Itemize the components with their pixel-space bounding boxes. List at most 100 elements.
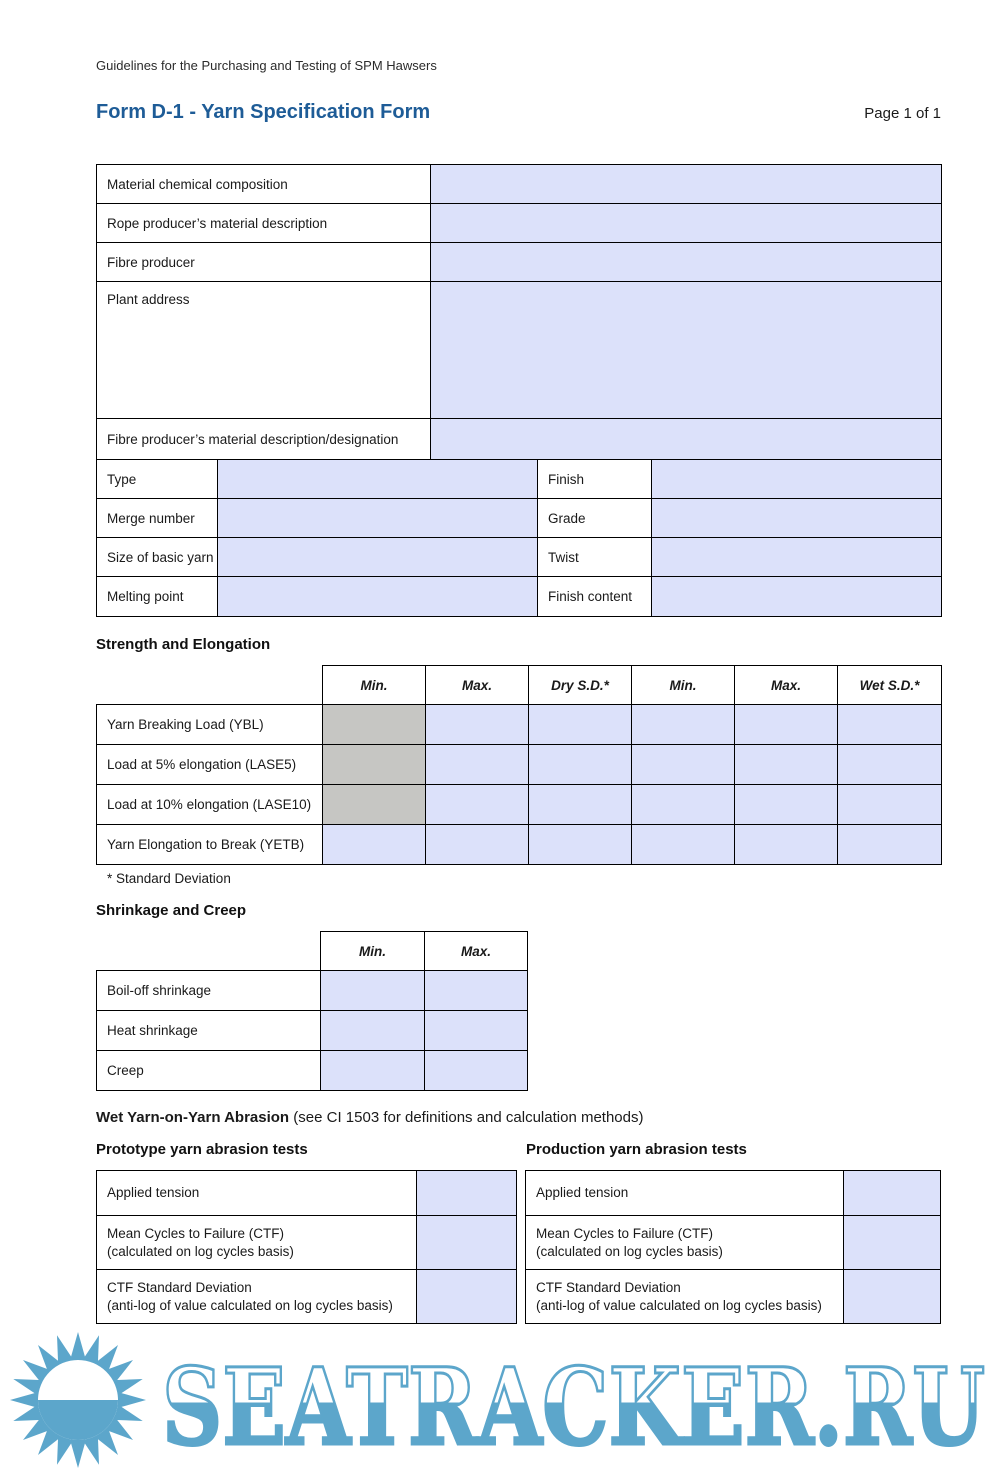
abrasion-heading-bold: Wet Yarn-on-Yarn Abrasion [96, 1109, 290, 1126]
field-finish-content[interactable] [651, 576, 943, 617]
strength-input-cell[interactable] [425, 824, 529, 865]
strength-input-cell[interactable] [734, 704, 838, 745]
strength-input-cell[interactable] [322, 824, 426, 865]
production-tests-heading: Production yarn abrasion tests [526, 1141, 747, 1158]
strength-header-spacer [97, 666, 323, 705]
strength-input-cell[interactable] [528, 704, 632, 745]
row-label-boil-off-shrinkage: Boil-off shrinkage [96, 970, 321, 1011]
abrasion-section-heading: Wet Yarn-on-Yarn Abrasion (see CI 1503 f… [96, 1109, 941, 1126]
seatracker-watermark: SEATRACKER.RU [10, 1332, 987, 1471]
strength-input-cell[interactable] [837, 784, 942, 825]
row-label-lase10: Load at 10% elongation (LASE10) [96, 784, 323, 825]
strength-section-heading: Strength and Elongation [96, 636, 271, 653]
strength-input-cell[interactable] [837, 704, 942, 745]
row-label-mean-cycles-to-failure: Mean Cycles to Failure (CTF) (calculated … [96, 1215, 417, 1270]
row-label-finish: Finish [537, 459, 653, 499]
shrinkage-input-cell[interactable] [424, 970, 528, 1011]
shrinkage-input-cell[interactable] [424, 1050, 528, 1091]
strength-table: Min. Max. Dry S.D.* Min. Max. Wet S.D.* … [96, 665, 942, 865]
field-finish[interactable] [651, 459, 943, 499]
field-grade[interactable] [651, 498, 943, 538]
row-label-yetb: Yarn Elongation to Break (YETB) [96, 824, 323, 865]
field-material-chemical-composition[interactable] [430, 164, 943, 204]
row-label-applied-tension: Applied tension [525, 1170, 844, 1216]
prototype-abrasion-table: Applied tension Mean Cycles to Failure (… [96, 1170, 517, 1324]
ybl-min-disabled-cell [322, 704, 426, 745]
lase10-min-disabled-cell [322, 784, 426, 825]
production-abrasion-table: Applied tension Mean Cycles to Failure (… [525, 1170, 941, 1324]
shrinkage-input-cell[interactable] [424, 1010, 528, 1051]
field-melting-point[interactable] [216, 576, 539, 617]
strength-input-cell[interactable] [631, 744, 735, 785]
strength-input-cell[interactable] [425, 704, 529, 745]
lase5-min-disabled-cell [322, 744, 426, 785]
strength-input-cell[interactable] [528, 744, 632, 785]
strength-input-cell[interactable] [734, 824, 838, 865]
shrinkage-input-cell[interactable] [320, 1010, 425, 1051]
field-merge-number[interactable] [216, 498, 539, 538]
strength-input-cell[interactable] [837, 744, 942, 785]
row-label-grade: Grade [537, 498, 653, 538]
row-label-heat-shrinkage: Heat shrinkage [96, 1010, 321, 1051]
row-label-mean-cycles-to-failure: Mean Cycles to Failure (CTF) (calculated … [525, 1215, 844, 1270]
page-title: Form D-1 - Yarn Specification Form [96, 101, 431, 123]
abrasion-input-cell[interactable] [416, 1269, 517, 1324]
strength-input-cell[interactable] [631, 824, 735, 865]
row-label-ybl: Yarn Breaking Load (YBL) [96, 704, 323, 745]
strength-input-cell[interactable] [631, 784, 735, 825]
abrasion-input-cell[interactable] [416, 1215, 517, 1270]
row-label-rope-producer-material-description: Rope producer’s material description [95, 203, 432, 243]
strength-input-cell[interactable] [528, 784, 632, 825]
field-twist[interactable] [651, 537, 943, 577]
row-label-lase5: Load at 5% elongation (LASE5) [96, 744, 323, 785]
general-info-table: Material chemical composition Rope produ… [95, 164, 943, 617]
shrinkage-col-max: Max. [424, 931, 528, 971]
shrinkage-input-cell[interactable] [320, 1050, 425, 1091]
strength-input-cell[interactable] [734, 744, 838, 785]
field-type[interactable] [216, 459, 539, 499]
document-header: Guidelines for the Purchasing and Testin… [96, 58, 437, 73]
field-size-of-basic-yarn[interactable] [216, 537, 539, 577]
row-label-applied-tension: Applied tension [96, 1170, 417, 1216]
sun-logo-icon [10, 1332, 146, 1468]
page-content: Guidelines for the Purchasing and Testin… [0, 58, 943, 1324]
strength-col-min-dry: Min. [322, 665, 426, 705]
field-plant-address[interactable] [430, 281, 943, 419]
row-label-creep: Creep [96, 1050, 321, 1091]
shrinkage-input-cell[interactable] [320, 970, 425, 1011]
field-rope-producer-material-description[interactable] [430, 203, 943, 243]
abrasion-input-cell[interactable] [843, 1170, 941, 1216]
row-label-plant-address: Plant address [95, 281, 432, 419]
shrinkage-col-min: Min. [320, 931, 425, 971]
row-label-material-chemical-composition: Material chemical composition [95, 164, 432, 204]
watermark-text: SEATRACKER.RU [162, 1344, 985, 1469]
strength-col-max-wet: Max. [734, 665, 838, 705]
row-label-fibre-producer: Fibre producer [95, 242, 432, 282]
abrasion-input-cell[interactable] [843, 1269, 941, 1324]
strength-input-cell[interactable] [425, 784, 529, 825]
title-row: Form D-1 - Yarn Specification Form Page … [96, 101, 941, 124]
strength-col-max-dry: Max. [425, 665, 529, 705]
strength-input-cell[interactable] [528, 824, 632, 865]
row-label-size-of-basic-yarn: Size of basic yarn [96, 537, 218, 577]
abrasion-input-cell[interactable] [843, 1215, 941, 1270]
row-label-merge-number: Merge number [96, 498, 218, 538]
field-fibre-producer[interactable] [430, 242, 943, 282]
row-label-ctf-standard-deviation: CTF Standard Deviation (anti-log of value… [525, 1269, 844, 1324]
shrinkage-table: Min. Max. Boil-off shrinkage Heat shrink… [96, 931, 528, 1091]
shrinkage-section-heading: Shrinkage and Creep [96, 902, 247, 919]
page-number: Page 1 of 1 [864, 105, 941, 122]
strength-input-cell[interactable] [631, 704, 735, 745]
field-fibre-producer-material-designation[interactable] [430, 418, 943, 460]
standard-deviation-footnote: * Standard Deviation [107, 871, 231, 886]
strength-input-cell[interactable] [734, 784, 838, 825]
abrasion-heading-note: (see CI 1503 for definitions and calcula… [289, 1109, 644, 1126]
strength-input-cell[interactable] [837, 824, 942, 865]
row-label-finish-content: Finish content [537, 576, 653, 617]
row-label-ctf-standard-deviation: CTF Standard Deviation (anti-log of value… [96, 1269, 417, 1324]
abrasion-subheadings: Prototype yarn abrasion tests Production… [96, 1141, 941, 1158]
abrasion-input-cell[interactable] [416, 1170, 517, 1216]
strength-input-cell[interactable] [425, 744, 529, 785]
shrinkage-header-spacer [97, 932, 321, 971]
strength-col-dry-sd: Dry S.D.* [528, 665, 632, 705]
